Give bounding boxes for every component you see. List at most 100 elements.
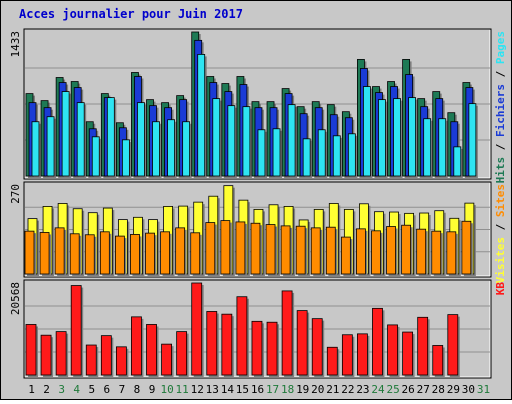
bar-kb xyxy=(387,324,398,376)
bar-pages xyxy=(272,128,281,177)
bar-sites xyxy=(446,231,457,275)
bar-kb xyxy=(326,346,338,376)
x-tick-label: 26 xyxy=(402,383,415,396)
chart-title: Acces journalier pour Juin 2017 xyxy=(19,7,243,21)
legend-sites: Sites xyxy=(494,184,507,217)
bar-sites xyxy=(84,234,95,275)
x-tick-label: 28 xyxy=(432,383,445,396)
y-max-label: 20568 xyxy=(9,282,22,315)
x-tick-label: 9 xyxy=(149,383,156,396)
bar-kb xyxy=(402,331,414,376)
bar-kb xyxy=(115,346,127,376)
bar-kb xyxy=(100,335,112,376)
legend-hits: Hits xyxy=(494,157,507,184)
bar-pages xyxy=(257,129,266,177)
bar-sites xyxy=(386,226,396,275)
bar-pages xyxy=(167,119,175,177)
bar-kb xyxy=(70,285,82,376)
bar-pages xyxy=(287,104,296,177)
legend: KB xyxy=(494,282,507,296)
x-tick-label: 8 xyxy=(134,383,141,396)
bar-sites xyxy=(310,227,321,275)
x-tick-label: 6 xyxy=(104,383,111,396)
bar-pages xyxy=(106,97,115,177)
bar-sites xyxy=(130,234,140,275)
bar-sites xyxy=(295,225,306,275)
x-tick-label: 5 xyxy=(88,383,95,396)
bar-pages xyxy=(31,121,40,177)
bar-sites xyxy=(24,230,35,275)
bar-kb xyxy=(55,331,67,376)
bar-pages xyxy=(378,99,386,177)
legend-separator: / xyxy=(494,137,507,157)
bar-pages xyxy=(212,98,221,177)
bar-pages xyxy=(76,102,85,177)
x-tick-label: 31 xyxy=(477,383,490,396)
legend: Visites / Sites xyxy=(494,184,507,283)
x-tick-label: 2 xyxy=(43,383,50,396)
x-tick-label: 7 xyxy=(119,383,126,396)
bar-kb xyxy=(281,290,293,376)
bar-kb xyxy=(131,316,142,376)
bar-pages xyxy=(91,136,100,177)
bar-pages xyxy=(46,116,55,177)
x-tick-label: 15 xyxy=(236,383,249,396)
bar-sites xyxy=(145,232,155,275)
bar-pages xyxy=(408,97,417,177)
x-tick-label: 22 xyxy=(341,383,354,396)
bar-pages xyxy=(227,105,236,177)
bar-kb xyxy=(40,334,52,376)
x-tick-label: 18 xyxy=(281,383,294,396)
bar-kb xyxy=(176,331,188,376)
bar-kb xyxy=(357,333,368,376)
bar-sites xyxy=(39,232,50,275)
bar-pages xyxy=(302,138,311,177)
bar-kb xyxy=(372,307,383,376)
legend: Hits / Fichiers / Pages xyxy=(494,31,507,183)
x-tick-label: 23 xyxy=(356,383,369,396)
bar-kb xyxy=(236,296,248,376)
bar-sites xyxy=(280,225,291,275)
bar-sites xyxy=(220,220,231,275)
bar-sites xyxy=(461,220,472,275)
x-tick-label: 21 xyxy=(326,383,339,396)
bar-pages xyxy=(393,98,401,177)
bar-pages xyxy=(182,121,191,177)
bar-pages xyxy=(468,103,477,177)
bar-sites xyxy=(325,226,336,275)
bar-sites xyxy=(265,224,276,275)
bar-pages xyxy=(121,139,130,177)
x-tick-label: 10 xyxy=(160,383,173,396)
x-tick-label: 14 xyxy=(221,383,235,396)
x-tick-label: 19 xyxy=(296,383,309,396)
bar-sites xyxy=(356,228,366,275)
bar-sites xyxy=(160,231,170,275)
legend-separator: / xyxy=(494,217,507,237)
bar-sites xyxy=(250,222,261,275)
bar-pages xyxy=(363,86,371,177)
x-tick-label: 20 xyxy=(311,383,324,396)
x-tick-label: 24 xyxy=(371,383,385,396)
bar-kb xyxy=(432,345,444,376)
bar-pages xyxy=(347,133,356,177)
y-max-label: 1433 xyxy=(9,31,22,58)
legend-kb: KB xyxy=(494,282,507,296)
bar-sites xyxy=(235,221,246,275)
bar-kb xyxy=(191,282,203,376)
bar-pages xyxy=(453,146,462,177)
x-tick-label: 13 xyxy=(206,383,219,396)
bar-pages xyxy=(242,106,251,177)
bar-pages xyxy=(438,118,447,177)
bar-kb xyxy=(85,344,97,376)
x-tick-label: 25 xyxy=(386,383,399,396)
bar-kb xyxy=(296,310,308,376)
bar-pages xyxy=(61,91,70,177)
bar-sites xyxy=(416,228,427,275)
bar-kb xyxy=(341,334,353,376)
bar-sites xyxy=(340,236,351,275)
bar-sites xyxy=(371,230,381,275)
bar-sites xyxy=(431,230,442,275)
x-tick-label: 30 xyxy=(462,383,475,396)
